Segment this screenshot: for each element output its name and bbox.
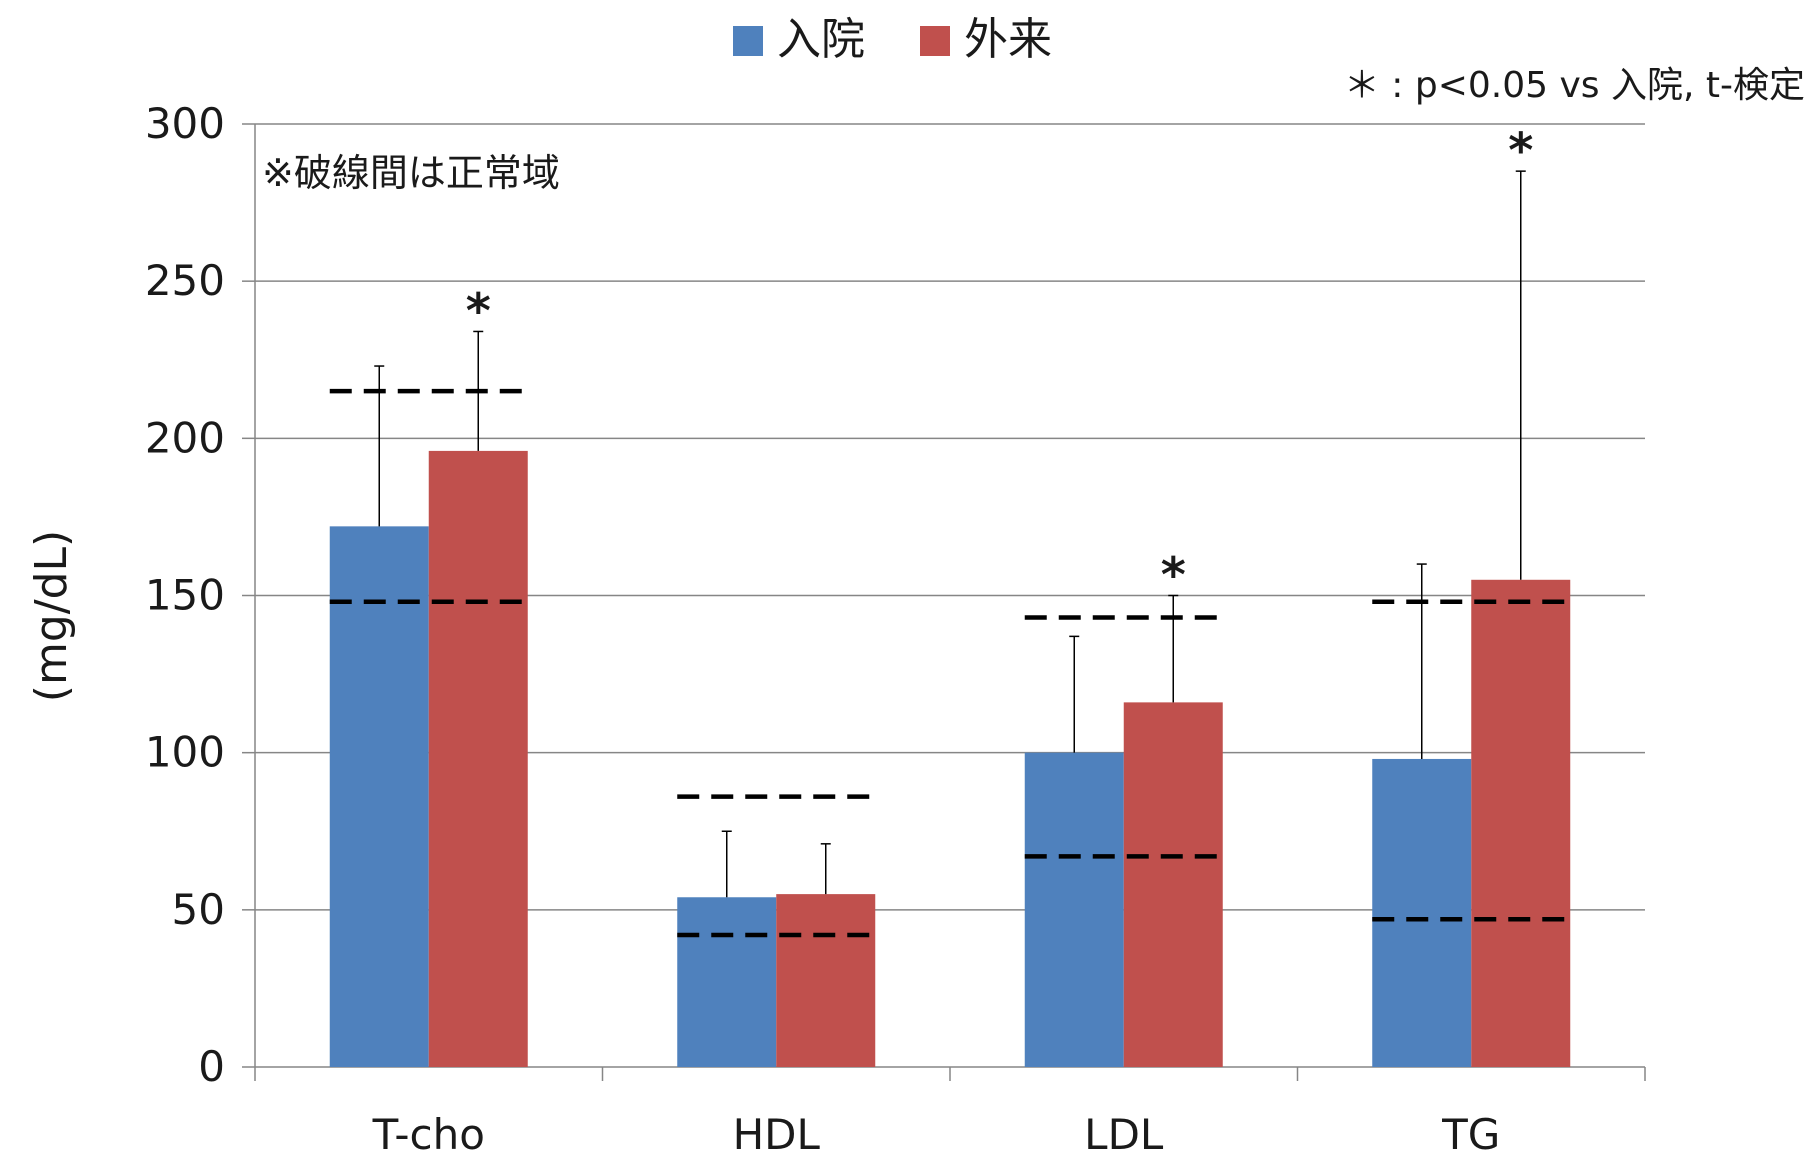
- y-tick-label: 200: [145, 413, 225, 462]
- legend-swatch-outpatient: [920, 26, 950, 56]
- bar-admission-tg: [1372, 758, 1472, 1067]
- bar-admission-t-cho: [329, 526, 429, 1067]
- labels: T-cho HDL LDL TG * * *: [372, 123, 1534, 1159]
- bar-outpatient-t-cho: [428, 450, 528, 1067]
- bars: [329, 450, 1571, 1067]
- bar-outpatient-tg: [1471, 579, 1571, 1067]
- y-tick-label: 250: [145, 256, 225, 305]
- bar-outpatient-ldl: [1123, 702, 1223, 1067]
- significance-asterisk: *: [1508, 123, 1533, 179]
- bar-admission-ldl: [1024, 752, 1124, 1067]
- x-tick-label: TG: [1441, 1110, 1500, 1159]
- x-tick-label: LDL: [1084, 1110, 1164, 1159]
- y-tick-label: 150: [145, 571, 225, 620]
- significance-asterisk: *: [1161, 548, 1186, 604]
- y-axis-label: (mg/dL): [26, 530, 77, 702]
- normal-range-note: ※破線間は正常域: [262, 151, 560, 195]
- significance-asterisk: *: [466, 283, 491, 339]
- y-tick-label: 0: [198, 1042, 225, 1091]
- x-tick-label: HDL: [733, 1110, 821, 1159]
- error-bars: [374, 170, 1526, 898]
- x-tick-label: T-cho: [372, 1110, 485, 1159]
- y-tick-label: 100: [145, 728, 225, 777]
- bar-admission-hdl: [677, 897, 777, 1067]
- legend: 入院 外来: [733, 14, 1052, 65]
- legend-label-admission: 入院: [777, 14, 865, 65]
- y-tick-label: 50: [172, 885, 225, 934]
- bar-outpatient-hdl: [776, 894, 876, 1067]
- axes: 0 50 100 150 200 250 300: [145, 99, 1646, 1091]
- legend-swatch-admission: [733, 26, 763, 56]
- y-tick-label: 300: [145, 99, 225, 148]
- significance-note: ＊ : p<0.05 vs 入院, t-検定: [1344, 65, 1805, 106]
- legend-label-outpatient: 外来: [964, 14, 1052, 65]
